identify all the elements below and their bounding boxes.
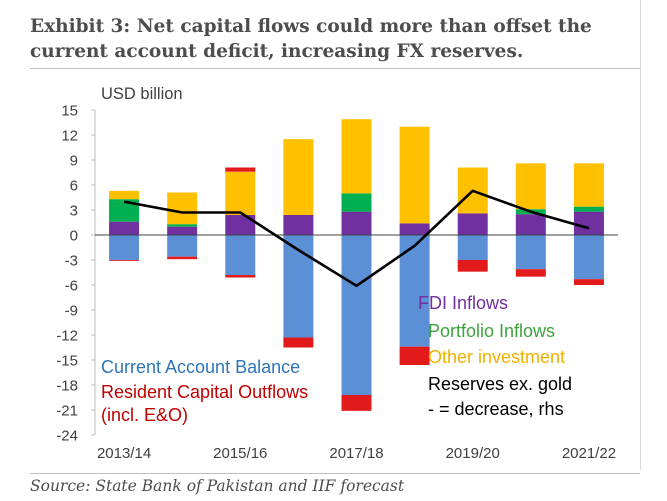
bar-resident_outflows bbox=[225, 275, 256, 278]
bar-current_account bbox=[573, 235, 604, 280]
x-tick-label: 2021/22 bbox=[562, 445, 616, 462]
bar-fdi bbox=[225, 215, 256, 235]
bar-resident_outflows bbox=[341, 395, 372, 411]
bar-fdi bbox=[167, 226, 198, 235]
legend-resident-outflows-line1: Resident Capital Outflows bbox=[101, 382, 308, 402]
bar-fdi bbox=[399, 223, 430, 235]
y-tick-label: 12 bbox=[61, 128, 78, 145]
bar-current_account bbox=[341, 235, 372, 395]
bar-other bbox=[225, 171, 256, 215]
bar-resident_outflows bbox=[399, 346, 430, 365]
x-tick-label: 2015/16 bbox=[213, 445, 267, 462]
bar-other bbox=[283, 139, 314, 215]
bar-other bbox=[515, 163, 546, 210]
legend-reserves-line1: Reserves ex. gold bbox=[428, 374, 572, 394]
bar-resident_outflows bbox=[167, 256, 198, 260]
legend-portfolio: Portfolio Inflows bbox=[428, 321, 555, 341]
reserves-line bbox=[123, 189, 590, 288]
frame-right-border bbox=[640, 0, 641, 470]
y-tick-label: -18 bbox=[56, 378, 78, 395]
y-tick-label: 0 bbox=[70, 228, 78, 245]
y-tick-label: -3 bbox=[65, 253, 78, 270]
bar-resident_outflows bbox=[283, 337, 314, 348]
legend-other-investment: Other investment bbox=[428, 347, 565, 367]
legend-resident-outflows-line2: (incl. E&O) bbox=[101, 405, 188, 425]
legend-reserves-line2: - = decrease, rhs bbox=[428, 399, 564, 419]
bar-other bbox=[167, 192, 198, 225]
bar-resident_outflows bbox=[457, 260, 488, 272]
chart-title: Exhibit 3: Net capital flows could more … bbox=[30, 14, 630, 64]
source-divider bbox=[30, 473, 640, 474]
bar-portfolio bbox=[109, 199, 140, 222]
bar-fdi bbox=[457, 213, 488, 235]
bar-current_account bbox=[515, 235, 546, 270]
y-tick-label: 9 bbox=[70, 153, 78, 170]
bar-current_account bbox=[109, 235, 140, 260]
title-divider bbox=[30, 68, 640, 69]
bar-resident_outflows-top bbox=[225, 167, 256, 172]
bar-fdi bbox=[109, 221, 140, 235]
bar-fdi bbox=[515, 214, 546, 235]
y-tick-label: 6 bbox=[70, 178, 78, 195]
bar-resident_outflows bbox=[573, 279, 604, 285]
x-tick-label: 2013/14 bbox=[97, 445, 151, 462]
bar-current_account bbox=[457, 235, 488, 260]
source-note: Source: State Bank of Pakistan and IIF f… bbox=[30, 477, 405, 495]
bar-fdi bbox=[341, 211, 372, 235]
x-tick-label: 2017/18 bbox=[329, 445, 383, 462]
bar-portfolio bbox=[573, 206, 604, 212]
y-tick-label: -9 bbox=[65, 303, 78, 320]
bar-other bbox=[341, 119, 372, 194]
chart-title-line-1: Exhibit 3: Net capital flows could more … bbox=[30, 16, 592, 37]
y-tick-label: -15 bbox=[56, 353, 78, 370]
bar-resident_outflows bbox=[109, 260, 140, 261]
bar-portfolio bbox=[167, 224, 198, 227]
y-tick-label: -12 bbox=[56, 328, 78, 345]
bar-portfolio bbox=[341, 193, 372, 212]
y-axis-label: USD billion bbox=[101, 85, 183, 103]
y-tick-label: 3 bbox=[70, 203, 78, 220]
bar-resident_outflows bbox=[515, 269, 546, 277]
legend-current-account: Current Account Balance bbox=[101, 357, 300, 377]
y-tick-label: -6 bbox=[65, 278, 78, 295]
chart-title-line-2: current account deficit, increasing FX r… bbox=[30, 41, 524, 62]
y-tick-label: 15 bbox=[61, 103, 78, 120]
bar-other bbox=[399, 126, 430, 224]
bar-other bbox=[573, 163, 604, 207]
bar-fdi bbox=[573, 211, 604, 235]
bar-fdi bbox=[283, 215, 314, 235]
x-tick-label: 2019/20 bbox=[446, 445, 500, 462]
bar-current_account bbox=[283, 235, 314, 338]
chart-area: USD billion 15 12 9 6 3 0 -3 -6 -9 -12 -15 -18 -21 -24… bbox=[56, 85, 618, 462]
bar-other bbox=[109, 190, 140, 200]
y-tick-label: -21 bbox=[56, 403, 78, 420]
y-tick-label: -24 bbox=[56, 428, 78, 445]
bar-current_account bbox=[225, 235, 256, 275]
bar-current_account bbox=[167, 235, 198, 257]
legend-fdi: FDI Inflows bbox=[418, 293, 508, 313]
